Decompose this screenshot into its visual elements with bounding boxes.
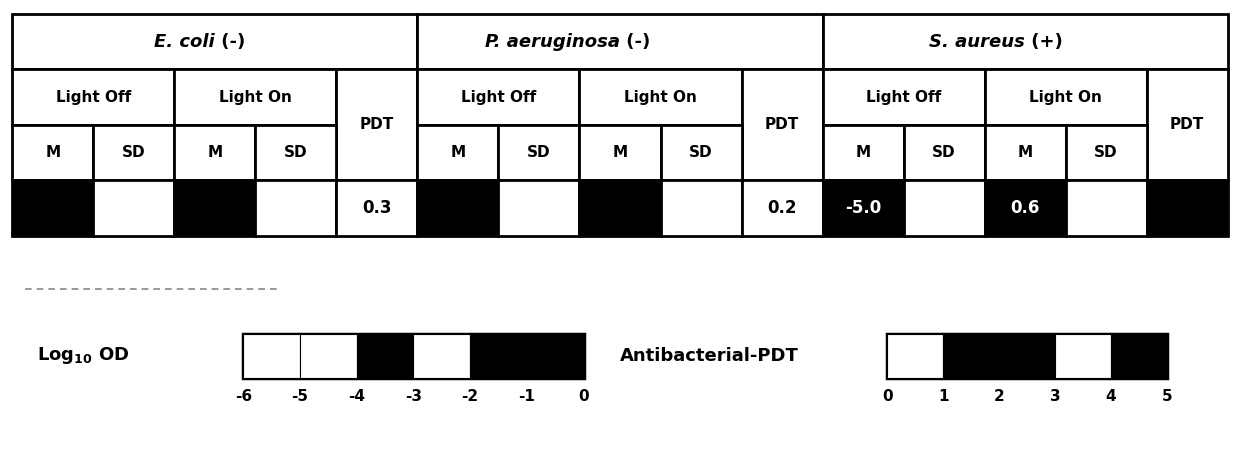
Text: 5: 5 xyxy=(1162,389,1172,404)
Text: M: M xyxy=(613,145,627,160)
Text: 3: 3 xyxy=(1050,389,1060,404)
Bar xyxy=(527,334,584,378)
Bar xyxy=(12,180,93,236)
Bar xyxy=(1065,180,1147,236)
Bar xyxy=(243,334,300,378)
Bar xyxy=(661,180,742,236)
Text: S. aureus: S. aureus xyxy=(929,33,1025,51)
Text: SD: SD xyxy=(932,145,956,160)
Bar xyxy=(985,180,1065,236)
Bar xyxy=(888,334,1167,378)
Text: PDT: PDT xyxy=(360,117,394,132)
Text: 0: 0 xyxy=(578,389,589,404)
Text: 2: 2 xyxy=(993,389,1004,404)
Bar xyxy=(579,180,661,236)
Bar xyxy=(904,180,985,236)
Text: 4: 4 xyxy=(1106,389,1116,404)
Text: 0.2: 0.2 xyxy=(768,199,797,217)
Bar xyxy=(498,125,579,180)
Bar xyxy=(357,334,413,378)
Bar xyxy=(12,69,175,125)
Bar xyxy=(999,334,1055,378)
Bar xyxy=(175,69,336,125)
Text: -4: -4 xyxy=(348,389,366,404)
Bar xyxy=(418,125,498,180)
Text: -6: -6 xyxy=(234,389,252,404)
Bar xyxy=(888,334,944,378)
Text: SD: SD xyxy=(689,145,713,160)
Text: PDT: PDT xyxy=(765,117,799,132)
Text: -5.0: -5.0 xyxy=(844,199,882,217)
Text: -2: -2 xyxy=(461,389,479,404)
Text: -3: -3 xyxy=(405,389,422,404)
Bar xyxy=(1055,334,1111,378)
Bar xyxy=(498,180,579,236)
Text: M: M xyxy=(856,145,870,160)
Bar xyxy=(661,125,742,180)
Bar xyxy=(255,180,336,236)
Bar xyxy=(1147,180,1228,236)
Text: M: M xyxy=(450,145,465,160)
Text: -1: -1 xyxy=(518,389,536,404)
Text: -5: -5 xyxy=(291,389,309,404)
Text: $\mathbf{Log_{10}}$ $\mathbf{OD}$: $\mathbf{Log_{10}}$ $\mathbf{OD}$ xyxy=(37,345,129,366)
Text: Light On: Light On xyxy=(624,89,697,105)
Bar xyxy=(12,125,93,180)
Bar xyxy=(470,334,527,378)
Bar xyxy=(336,180,418,236)
Bar xyxy=(12,14,418,69)
Bar xyxy=(742,70,822,180)
Text: (-): (-) xyxy=(215,33,246,51)
Bar xyxy=(336,70,418,180)
Text: Light Off: Light Off xyxy=(461,89,536,105)
Text: 1: 1 xyxy=(937,389,949,404)
Bar xyxy=(175,125,255,180)
Text: 0.3: 0.3 xyxy=(362,199,392,217)
Bar xyxy=(1111,334,1167,378)
Bar xyxy=(579,125,661,180)
Text: PDT: PDT xyxy=(1171,117,1204,132)
Text: (+): (+) xyxy=(1025,33,1063,51)
Bar xyxy=(175,180,255,236)
Text: M: M xyxy=(46,145,61,160)
Bar xyxy=(1147,70,1228,180)
Text: SD: SD xyxy=(1094,145,1118,160)
Text: SD: SD xyxy=(527,145,551,160)
Bar xyxy=(243,334,584,378)
Bar xyxy=(418,180,498,236)
Bar xyxy=(255,125,336,180)
Text: (-): (-) xyxy=(620,33,650,51)
Bar xyxy=(93,180,175,236)
Bar xyxy=(1065,125,1147,180)
Text: M: M xyxy=(207,145,222,160)
Text: SD: SD xyxy=(122,145,146,160)
Text: Light On: Light On xyxy=(219,89,291,105)
Bar xyxy=(904,125,985,180)
Bar xyxy=(579,69,742,125)
Bar xyxy=(822,125,904,180)
Bar xyxy=(822,180,904,236)
Text: Light Off: Light Off xyxy=(56,89,131,105)
Text: 0.6: 0.6 xyxy=(1011,199,1040,217)
Bar xyxy=(742,180,822,236)
Bar xyxy=(985,69,1147,125)
Text: SD: SD xyxy=(284,145,308,160)
Text: 0: 0 xyxy=(882,389,893,404)
Bar xyxy=(300,334,357,378)
Bar xyxy=(985,125,1065,180)
Bar xyxy=(413,334,470,378)
Text: Light Off: Light Off xyxy=(866,89,941,105)
Text: M: M xyxy=(1018,145,1033,160)
Bar xyxy=(822,69,985,125)
Text: Light On: Light On xyxy=(1029,89,1102,105)
Bar xyxy=(418,14,822,69)
Text: E. coli: E. coli xyxy=(154,33,215,51)
Text: Antibacterial-PDT: Antibacterial-PDT xyxy=(620,347,799,365)
Bar xyxy=(822,14,1228,69)
Bar xyxy=(93,125,175,180)
Text: P. aeruginosa: P. aeruginosa xyxy=(485,33,620,51)
Bar xyxy=(944,334,999,378)
Bar xyxy=(418,69,579,125)
